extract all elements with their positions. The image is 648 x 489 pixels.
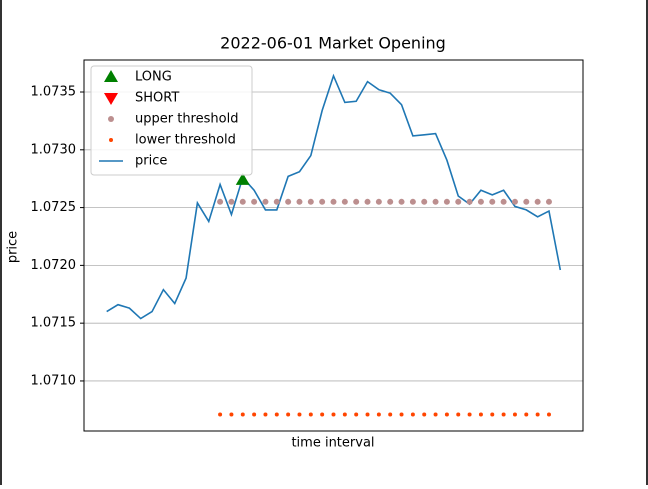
marker: [353, 198, 360, 205]
marker: [104, 93, 118, 105]
marker: [433, 412, 438, 417]
chart-title: 2022-06-01 Market Opening: [220, 34, 446, 53]
marker: [297, 412, 302, 417]
marker: [489, 198, 496, 205]
y-tick-label: 1.0720: [31, 258, 77, 273]
marker: [273, 198, 280, 205]
y-tick-label: 1.0725: [31, 200, 77, 215]
marker: [524, 412, 529, 417]
marker: [342, 412, 347, 417]
marker: [376, 412, 381, 417]
marker: [262, 198, 269, 205]
marker: [466, 198, 473, 205]
marker: [364, 198, 371, 205]
marker: [320, 412, 325, 417]
marker: [330, 198, 337, 205]
marker: [104, 70, 118, 82]
marker: [422, 412, 427, 417]
y-axis-label: price: [6, 231, 21, 263]
marker: [375, 198, 382, 205]
window-edge: [0, 0, 2, 485]
marker: [274, 412, 279, 417]
marker: [455, 198, 462, 205]
marker: [398, 198, 405, 205]
marker: [109, 138, 113, 142]
marker: [523, 198, 530, 205]
marker: [365, 412, 370, 417]
y-tick-label: 1.0730: [31, 142, 77, 157]
marker: [285, 198, 292, 205]
marker: [545, 198, 552, 205]
plot-frame: [83, 59, 584, 432]
marker: [535, 412, 540, 417]
marker: [252, 412, 257, 417]
marker: [251, 198, 258, 205]
marker: [467, 412, 472, 417]
legend-label: SHORT: [135, 91, 179, 106]
marker: [331, 412, 336, 417]
marker: [307, 198, 314, 205]
marker: [228, 198, 235, 205]
marker: [500, 198, 507, 205]
marker: [319, 198, 326, 205]
marker: [341, 198, 348, 205]
marker: [511, 198, 518, 205]
marker: [478, 412, 483, 417]
legend-label: LONG: [135, 70, 172, 85]
marker: [456, 412, 461, 417]
marker: [534, 198, 541, 205]
marker: [546, 412, 551, 417]
marker: [217, 198, 224, 205]
marker: [512, 412, 517, 417]
marker: [388, 412, 393, 417]
marker: [387, 198, 394, 205]
marker: [477, 198, 484, 205]
marker: [308, 412, 313, 417]
legend-box: [90, 65, 253, 176]
marker: [501, 412, 506, 417]
marker: [229, 412, 234, 417]
x-axis-label: time interval: [291, 436, 374, 451]
window-edge: [646, 0, 648, 485]
marker: [263, 412, 268, 417]
legend-label: price: [135, 154, 167, 169]
price-line: [106, 73, 562, 320]
marker: [444, 412, 449, 417]
marker: [443, 198, 450, 205]
y-tick-label: 1.0715: [31, 316, 77, 331]
y-tick-label: 1.0735: [31, 85, 77, 100]
marker: [399, 412, 404, 417]
marker: [490, 412, 495, 417]
marker: [239, 198, 246, 205]
marker: [410, 412, 415, 417]
legend-label: lower threshold: [135, 133, 236, 148]
marker: [218, 412, 223, 417]
marker: [409, 198, 416, 205]
marker: [296, 198, 303, 205]
marker: [235, 172, 250, 185]
marker: [240, 412, 245, 417]
y-tick-label: 1.0710: [31, 373, 77, 388]
legend: LONG SHORT upper threshold lower threshold p…: [90, 65, 253, 176]
marker: [421, 198, 428, 205]
marker: [108, 116, 114, 122]
marker: [432, 198, 439, 205]
legend-label: upper threshold: [135, 112, 238, 127]
marker: [354, 412, 359, 417]
marker: [286, 412, 291, 417]
